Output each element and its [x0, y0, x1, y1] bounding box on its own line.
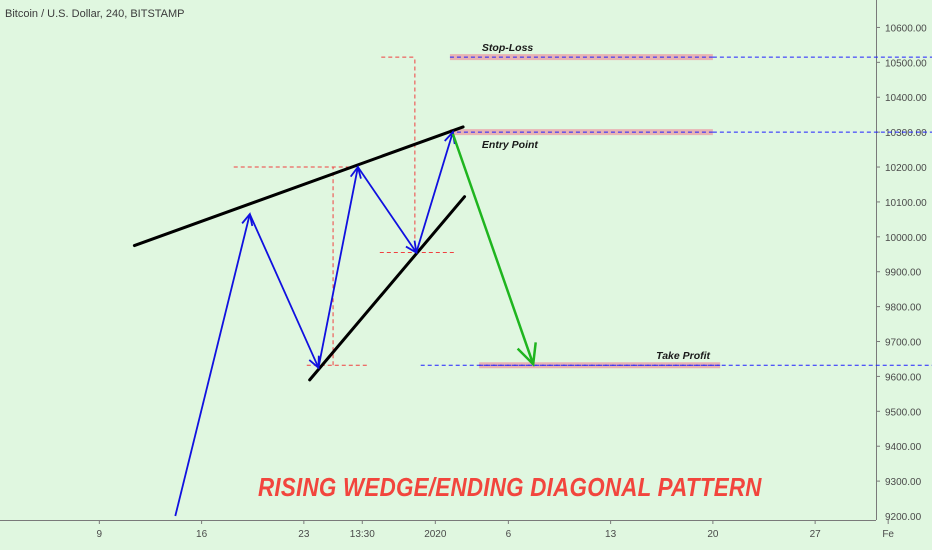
x-tick-label: 6 [506, 529, 512, 540]
y-tick-label: 10100.00 [885, 198, 927, 209]
y-tick-label: 10200.00 [885, 163, 927, 174]
wedge-upper-line [132, 125, 465, 248]
y-tick-label: 10500.00 [885, 58, 927, 69]
y-tick-label: 9400.00 [885, 442, 922, 453]
y-tick-label: 9800.00 [885, 303, 922, 314]
price-segment [415, 131, 454, 253]
y-tick-label: 9600.00 [885, 372, 922, 383]
price-arrowhead [405, 240, 418, 255]
x-tick-label: 13 [605, 529, 617, 540]
price-axis-panel [876, 0, 932, 550]
price-segment [357, 166, 418, 254]
target-arrow-line [451, 133, 535, 365]
x-tick-label: 16 [196, 529, 208, 540]
y-tick-label: 10600.00 [885, 23, 927, 34]
wedge-lower-line [308, 195, 467, 382]
y-tick-label-partial: 9200.00 [885, 512, 922, 523]
y-tick-label: 9500.00 [885, 407, 922, 418]
level-label: Take Profit [656, 350, 710, 362]
y-tick-label: 9700.00 [885, 338, 922, 349]
y-tick-label: 9900.00 [885, 268, 922, 279]
price-segment [248, 213, 320, 369]
x-tick-label: 13:30 [350, 529, 375, 540]
price-segment [174, 213, 251, 517]
y-tick-label: 10400.00 [885, 93, 927, 104]
target-arrowhead [516, 342, 537, 367]
level-band [449, 129, 713, 136]
y-tick-label: 10300.00 [885, 128, 927, 139]
x-tick-label: 23 [298, 529, 310, 540]
level-band [449, 54, 713, 61]
x-tick-label: 27 [810, 529, 822, 540]
level-label: Entry Point [482, 139, 539, 151]
x-tick-label: 20 [707, 529, 719, 540]
y-tick-label: 10000.00 [885, 233, 927, 244]
pattern-title: RISING WEDGE/ENDING DIAGONAL PATTERN [258, 472, 762, 502]
x-tick-label: Fe [882, 529, 894, 540]
y-tick-label: 9300.00 [885, 477, 922, 488]
symbol-label: Bitcoin / U.S. Dollar, 240, BITSTAMP [5, 8, 185, 20]
price-segment [317, 166, 359, 368]
x-tick-label: 9 [97, 529, 103, 540]
level-label: Stop-Loss [482, 42, 533, 54]
x-tick-label: 2020 [424, 529, 447, 540]
